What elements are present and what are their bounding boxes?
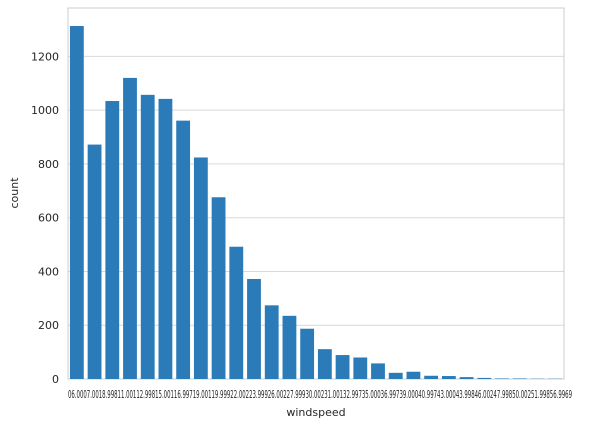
bar <box>300 328 315 379</box>
bar <box>140 94 155 379</box>
bar <box>495 378 509 379</box>
y-tick-labels: 0 200 400 600 800 1000 1200 <box>31 50 59 386</box>
bar <box>388 372 403 379</box>
bar <box>105 101 120 380</box>
bar <box>282 315 297 379</box>
bar <box>176 120 191 379</box>
plot-frame <box>67 7 565 380</box>
y-tick-label: 0 <box>52 373 59 386</box>
y-tick-label: 1200 <box>31 50 59 63</box>
bar <box>158 98 173 380</box>
bar <box>87 144 102 379</box>
bar <box>441 376 456 379</box>
bar <box>247 278 261 379</box>
bar <box>317 349 332 379</box>
y-tick-label: 400 <box>38 265 59 278</box>
bar <box>211 197 226 379</box>
bar <box>229 246 244 379</box>
y-tick-label: 200 <box>38 319 59 332</box>
bar <box>193 157 208 379</box>
x-tick-labels: 06.0007.0018.99811.00112.99815.00116.997… <box>68 388 572 401</box>
y-tick-label: 1000 <box>31 104 59 117</box>
bar <box>371 363 385 379</box>
y-tick-label: 800 <box>38 158 59 171</box>
y-tick-label: 600 <box>38 212 59 225</box>
bar <box>69 26 84 379</box>
bar <box>459 377 474 379</box>
bar <box>264 305 279 379</box>
bar <box>123 77 137 380</box>
bar <box>406 371 421 379</box>
y-axis-label: count <box>8 177 21 209</box>
bar <box>335 355 350 379</box>
x-axis-label: windspeed <box>286 406 345 419</box>
bars <box>69 26 563 380</box>
bar <box>353 357 368 379</box>
bar <box>424 375 439 379</box>
bar <box>477 377 492 379</box>
bar <box>512 378 527 379</box>
